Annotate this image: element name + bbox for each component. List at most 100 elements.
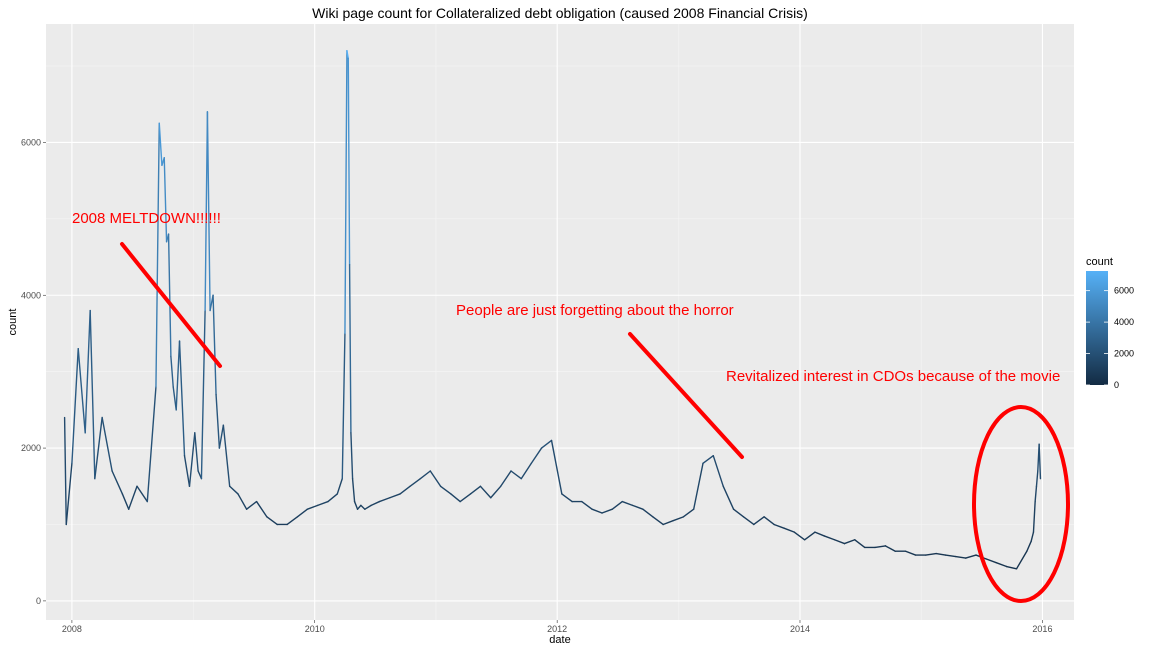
legend-colorbar: [1086, 271, 1108, 385]
series-segment: [1030, 531, 1035, 542]
series-segment: [682, 508, 695, 518]
series-segment: [175, 340, 181, 411]
series-segment: [218, 424, 225, 449]
series-segment: [925, 552, 937, 556]
grid-major: [46, 24, 1074, 620]
annotation-revitalized: Revitalized interest in CDOs because of …: [726, 368, 1060, 385]
series-segment: [985, 558, 997, 564]
series-segment: [601, 508, 614, 514]
series-segment: [89, 309, 96, 480]
series-segment: [215, 393, 221, 449]
x-tick-label: 2016: [1032, 624, 1052, 634]
x-axis-title: date: [549, 634, 570, 646]
series-segment: [101, 416, 113, 472]
series-segment: [419, 470, 431, 480]
series-segment: [753, 516, 765, 526]
series-segment: [793, 531, 806, 541]
series-segment: [347, 57, 351, 266]
series-segment: [378, 497, 391, 503]
annotation-arrow-forgetting: [628, 332, 744, 459]
series-segment: [490, 485, 502, 499]
series-segment: [237, 493, 248, 510]
series-segment: [469, 485, 482, 495]
annotation-meltdown: 2008 MELTDOWN!!!!!!: [72, 210, 221, 227]
series-segment: [561, 493, 573, 503]
series-segment: [642, 508, 654, 518]
series-segment: [965, 554, 977, 559]
series-segment: [370, 500, 381, 507]
series-segment: [550, 439, 563, 495]
series-segment: [364, 504, 372, 510]
series-segment: [200, 309, 206, 480]
series-segment: [341, 332, 346, 480]
series-segment: [722, 485, 735, 510]
series-segment: [167, 233, 172, 358]
legend-tick-label: 0: [1114, 380, 1119, 390]
annotation-circle-2016: [972, 405, 1070, 603]
series-segment: [479, 485, 492, 499]
series-segment: [995, 561, 1008, 568]
series-segment: [350, 432, 354, 480]
series-segment: [111, 470, 124, 495]
series-segment: [591, 508, 603, 514]
legend-title: count: [1086, 256, 1113, 268]
series-segment: [128, 485, 138, 510]
series-segment: [212, 294, 217, 396]
series-segment: [530, 447, 543, 465]
series-segment: [170, 355, 174, 388]
series-segment: [773, 523, 786, 530]
series-segment: [631, 504, 644, 510]
series-segment: [409, 477, 422, 487]
series-segment: [163, 157, 168, 243]
series-segment: [351, 477, 356, 503]
series-segment: [814, 531, 825, 537]
series-segment: [742, 516, 755, 526]
series-segment: [356, 504, 362, 510]
x-tick-label: 2014: [790, 624, 810, 634]
legend-tick-label: 6000: [1114, 286, 1134, 296]
x-tick-label: 2008: [62, 624, 82, 634]
series-segment: [1026, 540, 1032, 552]
series-segment: [77, 348, 86, 434]
series-segment: [439, 485, 452, 495]
y-tick-label: 2000: [21, 443, 41, 453]
series-segment: [228, 485, 239, 495]
series-segment: [245, 500, 258, 510]
series-segment: [1032, 500, 1036, 533]
series-segment: [194, 432, 199, 472]
series-segment: [823, 535, 836, 541]
series-segment: [732, 508, 745, 518]
series-segment: [944, 554, 957, 558]
series-segment: [158, 122, 163, 167]
series-segment: [540, 439, 553, 449]
legend-tick-label: 2000: [1114, 349, 1134, 359]
series-segment: [306, 504, 319, 510]
series-segment: [1015, 550, 1028, 570]
series-segment: [222, 424, 231, 487]
series-segment: [581, 500, 593, 510]
series-segment: [935, 552, 947, 556]
y-axis-title: count: [7, 309, 19, 336]
y-tick-label: 4000: [21, 290, 41, 300]
axis-ticks: 0 2000 4000 6000 2008 2010 2012 2014 2016: [21, 137, 1052, 634]
series-segment: [316, 500, 329, 507]
series-segment: [255, 500, 268, 518]
series-segment: [188, 432, 196, 487]
series-segment: [662, 519, 674, 526]
series-segment: [884, 545, 897, 552]
legend-tick-label: 4000: [1114, 317, 1134, 327]
series-segment: [206, 111, 211, 312]
series-segment: [346, 50, 349, 60]
series-segment: [450, 493, 461, 503]
x-tick-label: 2012: [547, 624, 567, 634]
series-segment: [621, 500, 634, 507]
legend-ticks: 0 2000 4000 6000: [1086, 286, 1134, 390]
series-segment: [327, 493, 338, 503]
series-segment: [121, 493, 130, 510]
series-segment: [178, 340, 186, 457]
series-segment: [84, 309, 91, 434]
series-segment: [783, 527, 796, 533]
series-segment: [904, 550, 917, 556]
series-layer: [63, 50, 1042, 570]
